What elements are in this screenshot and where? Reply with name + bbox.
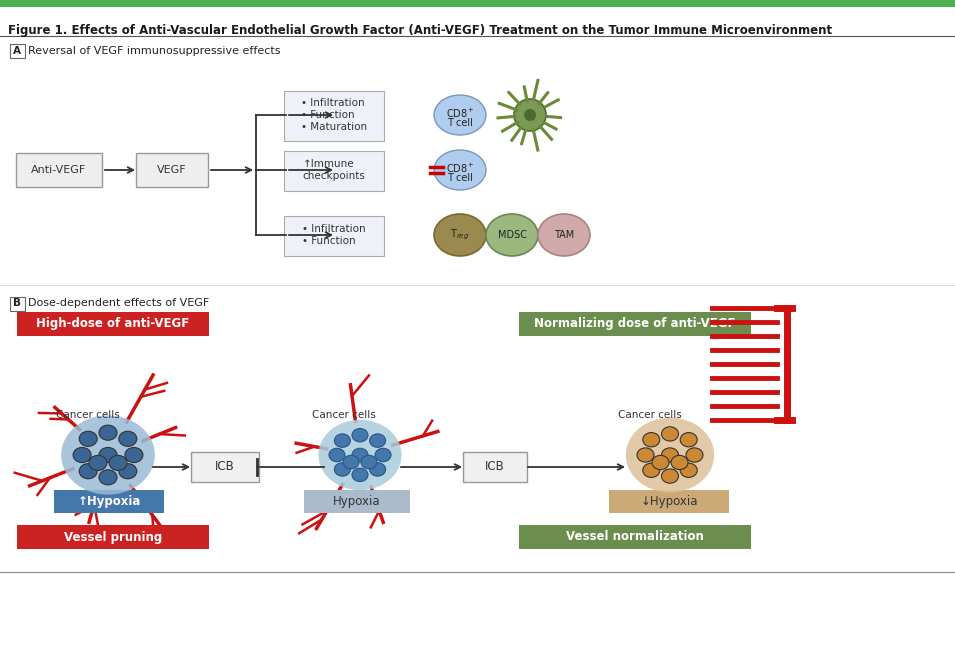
Text: A: A xyxy=(13,46,21,55)
Text: Cancer cells: Cancer cells xyxy=(618,410,682,420)
Ellipse shape xyxy=(643,463,660,477)
Ellipse shape xyxy=(626,417,714,492)
Text: • Infiltration
• Function
• Maturation: • Infiltration • Function • Maturation xyxy=(301,98,367,132)
Ellipse shape xyxy=(352,449,368,462)
Text: Normalizing dose of anti-VEGF: Normalizing dose of anti-VEGF xyxy=(534,318,735,331)
Text: CD8$^+$: CD8$^+$ xyxy=(446,107,475,120)
Ellipse shape xyxy=(637,448,654,462)
FancyBboxPatch shape xyxy=(463,452,527,482)
Text: Cancer cells: Cancer cells xyxy=(56,410,119,420)
Ellipse shape xyxy=(375,449,391,462)
Ellipse shape xyxy=(118,431,137,447)
Ellipse shape xyxy=(686,448,703,462)
Text: Vessel normalization: Vessel normalization xyxy=(566,531,704,544)
Text: ↑Immune
checkpoints: ↑Immune checkpoints xyxy=(303,159,366,181)
Text: CD8$^+$: CD8$^+$ xyxy=(446,161,475,174)
Text: • Infiltration
• Function: • Infiltration • Function xyxy=(302,224,366,246)
Text: ↓Hypoxia: ↓Hypoxia xyxy=(640,495,698,508)
FancyBboxPatch shape xyxy=(519,312,751,336)
Ellipse shape xyxy=(79,464,97,478)
Ellipse shape xyxy=(99,425,117,440)
Ellipse shape xyxy=(109,455,127,471)
Ellipse shape xyxy=(61,415,155,495)
Text: Figure 1. Effects of Anti-Vascular Endothelial Growth Factor (Anti-VEGF) Treatme: Figure 1. Effects of Anti-Vascular Endot… xyxy=(8,24,832,37)
Ellipse shape xyxy=(370,434,386,447)
Ellipse shape xyxy=(79,431,97,447)
FancyBboxPatch shape xyxy=(609,490,729,513)
Ellipse shape xyxy=(662,469,678,483)
Ellipse shape xyxy=(118,464,137,478)
Text: Reversal of VEGF immunosuppressive effects: Reversal of VEGF immunosuppressive effec… xyxy=(28,46,281,55)
FancyBboxPatch shape xyxy=(17,312,209,336)
Text: VEGF: VEGF xyxy=(158,165,187,175)
Text: Vessel pruning: Vessel pruning xyxy=(64,531,162,544)
FancyBboxPatch shape xyxy=(16,153,102,187)
Ellipse shape xyxy=(434,95,486,135)
FancyBboxPatch shape xyxy=(10,296,25,311)
Text: T$_{reg}$: T$_{reg}$ xyxy=(451,228,470,242)
Ellipse shape xyxy=(486,214,538,256)
Text: ↑Hypoxia: ↑Hypoxia xyxy=(77,495,140,508)
FancyBboxPatch shape xyxy=(284,216,384,256)
Ellipse shape xyxy=(343,455,359,469)
Circle shape xyxy=(514,99,546,131)
FancyBboxPatch shape xyxy=(304,490,410,513)
Text: B: B xyxy=(13,299,21,309)
Ellipse shape xyxy=(680,463,697,477)
Ellipse shape xyxy=(99,470,117,485)
FancyBboxPatch shape xyxy=(519,525,751,549)
Ellipse shape xyxy=(352,428,368,442)
FancyBboxPatch shape xyxy=(136,153,208,187)
Ellipse shape xyxy=(652,455,669,469)
Ellipse shape xyxy=(662,427,678,441)
Ellipse shape xyxy=(352,468,368,482)
Text: Anti-VEGF: Anti-VEGF xyxy=(32,165,87,175)
Text: MDSC: MDSC xyxy=(498,230,526,240)
Text: High-dose of anti-VEGF: High-dose of anti-VEGF xyxy=(36,318,190,331)
Circle shape xyxy=(524,109,536,121)
Ellipse shape xyxy=(434,214,486,256)
Ellipse shape xyxy=(74,447,91,463)
Ellipse shape xyxy=(361,455,377,469)
FancyBboxPatch shape xyxy=(10,44,25,57)
Ellipse shape xyxy=(125,447,143,463)
Text: T cell: T cell xyxy=(447,118,473,128)
Ellipse shape xyxy=(334,463,350,476)
Ellipse shape xyxy=(99,447,117,463)
FancyBboxPatch shape xyxy=(191,452,259,482)
Ellipse shape xyxy=(680,432,697,447)
Text: Dose-dependent effects of VEGF: Dose-dependent effects of VEGF xyxy=(28,299,209,309)
Text: T cell: T cell xyxy=(447,173,473,183)
Ellipse shape xyxy=(334,434,350,447)
FancyBboxPatch shape xyxy=(17,525,209,549)
FancyBboxPatch shape xyxy=(284,91,384,141)
Text: TAM: TAM xyxy=(554,230,574,240)
Text: ICB: ICB xyxy=(215,460,235,473)
Ellipse shape xyxy=(370,463,386,476)
Ellipse shape xyxy=(434,150,486,190)
Ellipse shape xyxy=(318,420,402,490)
Text: ICB: ICB xyxy=(485,460,505,473)
Ellipse shape xyxy=(671,455,688,469)
Ellipse shape xyxy=(643,432,660,447)
FancyBboxPatch shape xyxy=(54,490,164,513)
Text: Cancer cells: Cancer cells xyxy=(312,410,375,420)
FancyBboxPatch shape xyxy=(284,151,384,191)
Ellipse shape xyxy=(329,449,345,462)
Ellipse shape xyxy=(538,214,590,256)
Bar xyxy=(0,0,955,7)
Ellipse shape xyxy=(89,455,107,471)
Text: Hypoxia: Hypoxia xyxy=(333,495,381,508)
Ellipse shape xyxy=(662,448,678,462)
